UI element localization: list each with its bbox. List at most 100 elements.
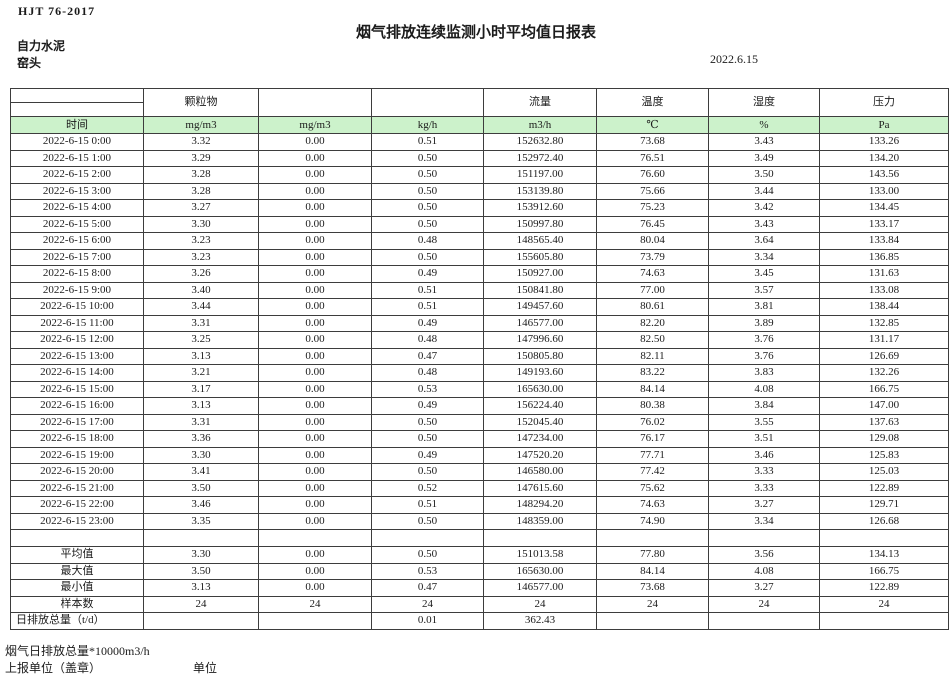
table-cell: 4.08: [708, 380, 820, 398]
table-cell: 362.43: [483, 612, 597, 630]
table-cell: 2022-6-15 12:00: [10, 331, 144, 349]
table-cell: 75.62: [596, 479, 709, 497]
table-cell: 3.32: [143, 133, 259, 151]
table-row: 2022-6-15 17:00 3.31 0.00 0.50 152045.40 76.0…: [10, 413, 949, 431]
table-cell: 日排放总量（t/d）: [10, 612, 144, 630]
table-cell: 0.00: [258, 479, 372, 497]
table-cell: 3.81: [708, 298, 820, 316]
unit-cell-mgm3: mg/m3: [258, 116, 372, 134]
company-name: 自力水泥: [17, 39, 66, 53]
table-cell: [596, 612, 709, 630]
table-cell: 3.41: [143, 463, 259, 481]
table-cell: 0.48: [371, 364, 484, 382]
table-cell: 3.57: [708, 281, 820, 299]
table-cell: 136.85: [819, 248, 949, 266]
unit-cell-mgm3: mg/m3: [143, 116, 259, 134]
table-cell: 3.50: [143, 479, 259, 497]
footer-note: 烟气日排放总量*10000m3/h: [5, 644, 150, 658]
spacer-cell: [819, 529, 949, 547]
table-cell: 3.13: [143, 347, 259, 365]
table-cell: 3.43: [708, 133, 820, 151]
unit-cell-percent: %: [708, 116, 820, 134]
page-title: 烟气排放连续监测小时平均值日报表: [355, 25, 596, 41]
table-cell: 82.20: [596, 314, 709, 332]
table-cell: 0.00: [258, 133, 372, 151]
spacer-cell: [371, 529, 484, 547]
table-cell: 147996.60: [483, 331, 597, 349]
table-cell: 3.83: [708, 364, 820, 382]
table-cell: 0.50: [371, 166, 484, 184]
spacer-cell: [708, 529, 820, 547]
table-row: 2022-6-15 3:00 3.28 0.00 0.50 153139.80 75.66…: [10, 182, 949, 200]
table-cell: 3.40: [143, 281, 259, 299]
monitoring-table: 颗粒物 流量 温度 湿度 压力 时间 mg/m3 mg/m3 kg/h m3/h…: [10, 88, 949, 630]
report-date: 2022.6.15: [710, 52, 758, 66]
table-cell: 3.34: [708, 248, 820, 266]
table-cell: 80.61: [596, 298, 709, 316]
table-cell: 152972.40: [483, 149, 597, 167]
table-cell: 3.27: [708, 496, 820, 514]
table-cell: 3.25: [143, 331, 259, 349]
table-cell: 166.75: [819, 380, 949, 398]
table-row: 2022-6-15 16:00 3.13 0.00 0.49 156224.40 80.3…: [10, 397, 949, 415]
unit-cell-time: 时间: [10, 116, 144, 134]
table-cell: 样本数: [10, 595, 144, 613]
table-cell: [143, 612, 259, 630]
table-cell: 0.51: [371, 496, 484, 514]
table-cell: 74.63: [596, 265, 709, 283]
table-cell: 0.01: [371, 612, 484, 630]
table-cell: 82.50: [596, 331, 709, 349]
table-row: 2022-6-15 5:00 3.30 0.00 0.50 150997.80 76.45…: [10, 215, 949, 233]
table-cell: 0.49: [371, 265, 484, 283]
table-cell: 3.21: [143, 364, 259, 382]
table-cell: 129.71: [819, 496, 949, 514]
table-cell: 2022-6-15 6:00: [10, 232, 144, 250]
group-header-row: 颗粒物 流量 温度 湿度 压力: [10, 88, 949, 117]
table-cell: 125.83: [819, 446, 949, 464]
table-cell: 0.00: [258, 182, 372, 200]
table-cell: 0.50: [371, 413, 484, 431]
table-cell: 2022-6-15 22:00: [10, 496, 144, 514]
table-cell: 2022-6-15 19:00: [10, 446, 144, 464]
header-cell-flow: 流量: [483, 88, 597, 117]
table-cell: 0.52: [371, 479, 484, 497]
table-cell: 0.00: [258, 380, 372, 398]
unit-cell-pa: Pa: [819, 116, 949, 134]
table-cell: 2022-6-15 16:00: [10, 397, 144, 415]
header-cell-blank: [258, 88, 372, 117]
spacer-row-body: [10, 529, 949, 547]
table-cell: 165630.00: [483, 562, 597, 580]
table-cell: 74.90: [596, 512, 709, 530]
header-cell-particulate: 颗粒物: [143, 88, 259, 117]
table-cell: 0.00: [258, 512, 372, 530]
table-cell: 165630.00: [483, 380, 597, 398]
table-cell: 0.00: [258, 364, 372, 382]
table-cell: 24: [371, 595, 484, 613]
table-cell: 133.08: [819, 281, 949, 299]
table-cell: 76.17: [596, 430, 709, 448]
table-row: 2022-6-15 12:00 3.25 0.00 0.48 147996.60 82.5…: [10, 331, 949, 349]
table-cell: 最大值: [10, 562, 144, 580]
table-cell: 76.02: [596, 413, 709, 431]
header-cell-blank: [10, 88, 144, 103]
table-cell: 3.51: [708, 430, 820, 448]
table-cell: 146577.00: [483, 579, 597, 597]
table-cell: 2022-6-15 17:00: [10, 413, 144, 431]
table-cell: 2022-6-15 10:00: [10, 298, 144, 316]
table-cell: 24: [819, 595, 949, 613]
table-row: 2022-6-15 4:00 3.27 0.00 0.50 153912.60 75.23…: [10, 199, 949, 217]
table-cell: 151197.00: [483, 166, 597, 184]
table-cell: 150805.80: [483, 347, 597, 365]
table-cell: 0.00: [258, 314, 372, 332]
table-cell: 3.26: [143, 265, 259, 283]
table-cell: 166.75: [819, 562, 949, 580]
table-cell: 125.03: [819, 463, 949, 481]
table-row: 2022-6-15 13:00 3.13 0.00 0.47 150805.80 82.1…: [10, 347, 949, 365]
table-cell: 0.50: [371, 430, 484, 448]
table-cell: 3.84: [708, 397, 820, 415]
table-cell: 3.33: [708, 479, 820, 497]
table-cell: 3.23: [143, 232, 259, 250]
table-cell: 0.53: [371, 380, 484, 398]
footer-report-unit: 上报单位（盖章）: [5, 661, 102, 675]
table-cell: 155605.80: [483, 248, 597, 266]
